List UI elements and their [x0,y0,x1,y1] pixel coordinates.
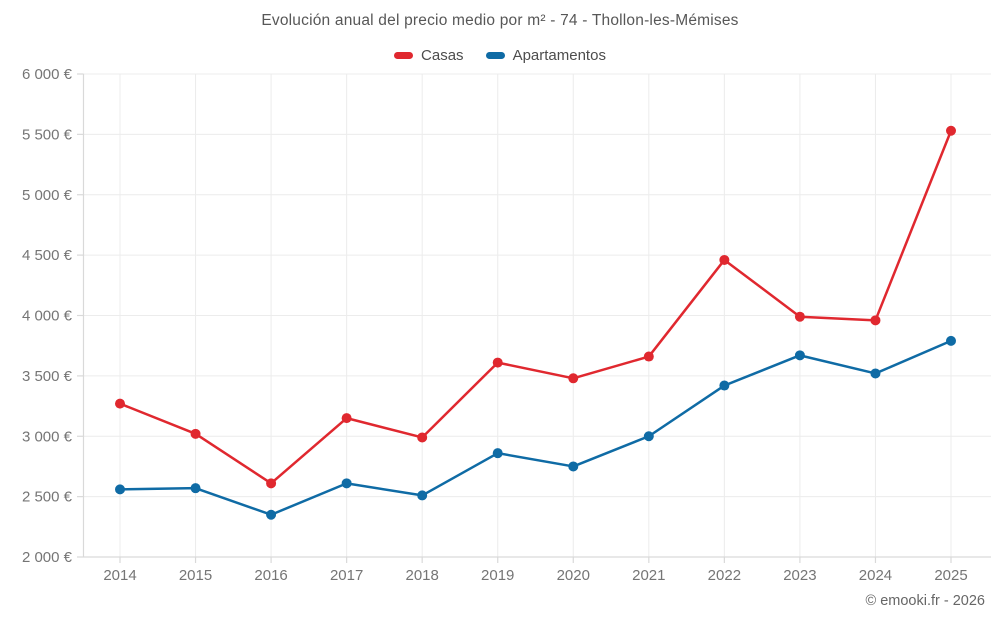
legend: Casas Apartamentos [0,47,1000,64]
apartamentos-line [118,339,953,516]
x-axis-label: 2021 [632,567,665,584]
casas-line [118,129,953,485]
data-point-apartamentos-2023[interactable] [794,350,805,361]
x-axis-label: 2023 [783,567,816,584]
data-point-casas-2017[interactable] [341,413,352,424]
casas-legend-swatch-icon [394,52,414,59]
apartamentos-legend-swatch-icon [485,52,505,59]
x-axis-label: 2020 [557,567,590,584]
x-axis-label: 2025 [934,567,967,584]
data-point-apartamentos-2016[interactable] [266,509,277,520]
x-axis-label: 2015 [179,567,212,584]
x-axis-label: 2024 [859,567,892,584]
x-axis-label: 2017 [330,567,363,584]
data-point-apartamentos-2015[interactable] [190,483,201,494]
y-axis-label: 3 000 € [22,428,73,445]
y-axis-label: 5 500 € [22,126,73,143]
x-axis-label: 2018 [405,567,438,584]
apartamentos-legend-label: Apartamentos [512,47,606,64]
data-point-apartamentos-2021[interactable] [643,431,654,442]
data-point-casas-2019[interactable] [492,357,503,368]
y-axis-label: 2 000 € [22,549,73,566]
y-axis-label: 2 500 € [22,489,73,506]
x-axis-label: 2016 [254,567,287,584]
chart-footer-credit: © emooki.fr - 2026 [865,593,985,609]
chart-title: Evolución anual del precio medio por m² … [261,12,739,29]
legend-item-casas[interactable]: Casas [394,47,464,64]
data-point-apartamentos-2024[interactable] [870,368,881,379]
y-axis-label: 6 000 € [22,66,73,83]
data-point-casas-2024[interactable] [870,315,881,326]
casas-legend-label: Casas [421,47,464,64]
data-point-apartamentos-2019[interactable] [492,448,503,459]
data-point-casas-2015[interactable] [190,428,201,439]
y-axis-label: 5 000 € [22,187,73,204]
legend-item-apartamentos[interactable]: Apartamentos [485,47,606,64]
data-point-apartamentos-2022[interactable] [719,380,730,391]
data-point-casas-2022[interactable] [719,254,730,265]
y-axis-label: 4 000 € [22,308,73,325]
data-point-casas-2023[interactable] [794,311,805,322]
y-axis-label: 4 500 € [22,247,73,264]
y-axis-label: 3 500 € [22,368,73,385]
x-axis-label: 2022 [708,567,741,584]
data-point-casas-2016[interactable] [266,478,277,489]
data-point-casas-2018[interactable] [417,432,428,443]
data-point-apartamentos-2018[interactable] [417,490,428,501]
data-point-casas-2021[interactable] [643,351,654,362]
data-point-apartamentos-2017[interactable] [341,478,352,489]
data-point-apartamentos-2025[interactable] [946,335,956,346]
data-point-casas-2014[interactable] [115,398,125,409]
x-axis-label: 2014 [103,567,136,584]
data-point-apartamentos-2020[interactable] [568,461,579,472]
x-axis-label: 2019 [481,567,514,584]
data-point-apartamentos-2014[interactable] [115,484,125,495]
data-point-casas-2025[interactable] [946,125,956,136]
data-point-casas-2020[interactable] [568,373,579,384]
